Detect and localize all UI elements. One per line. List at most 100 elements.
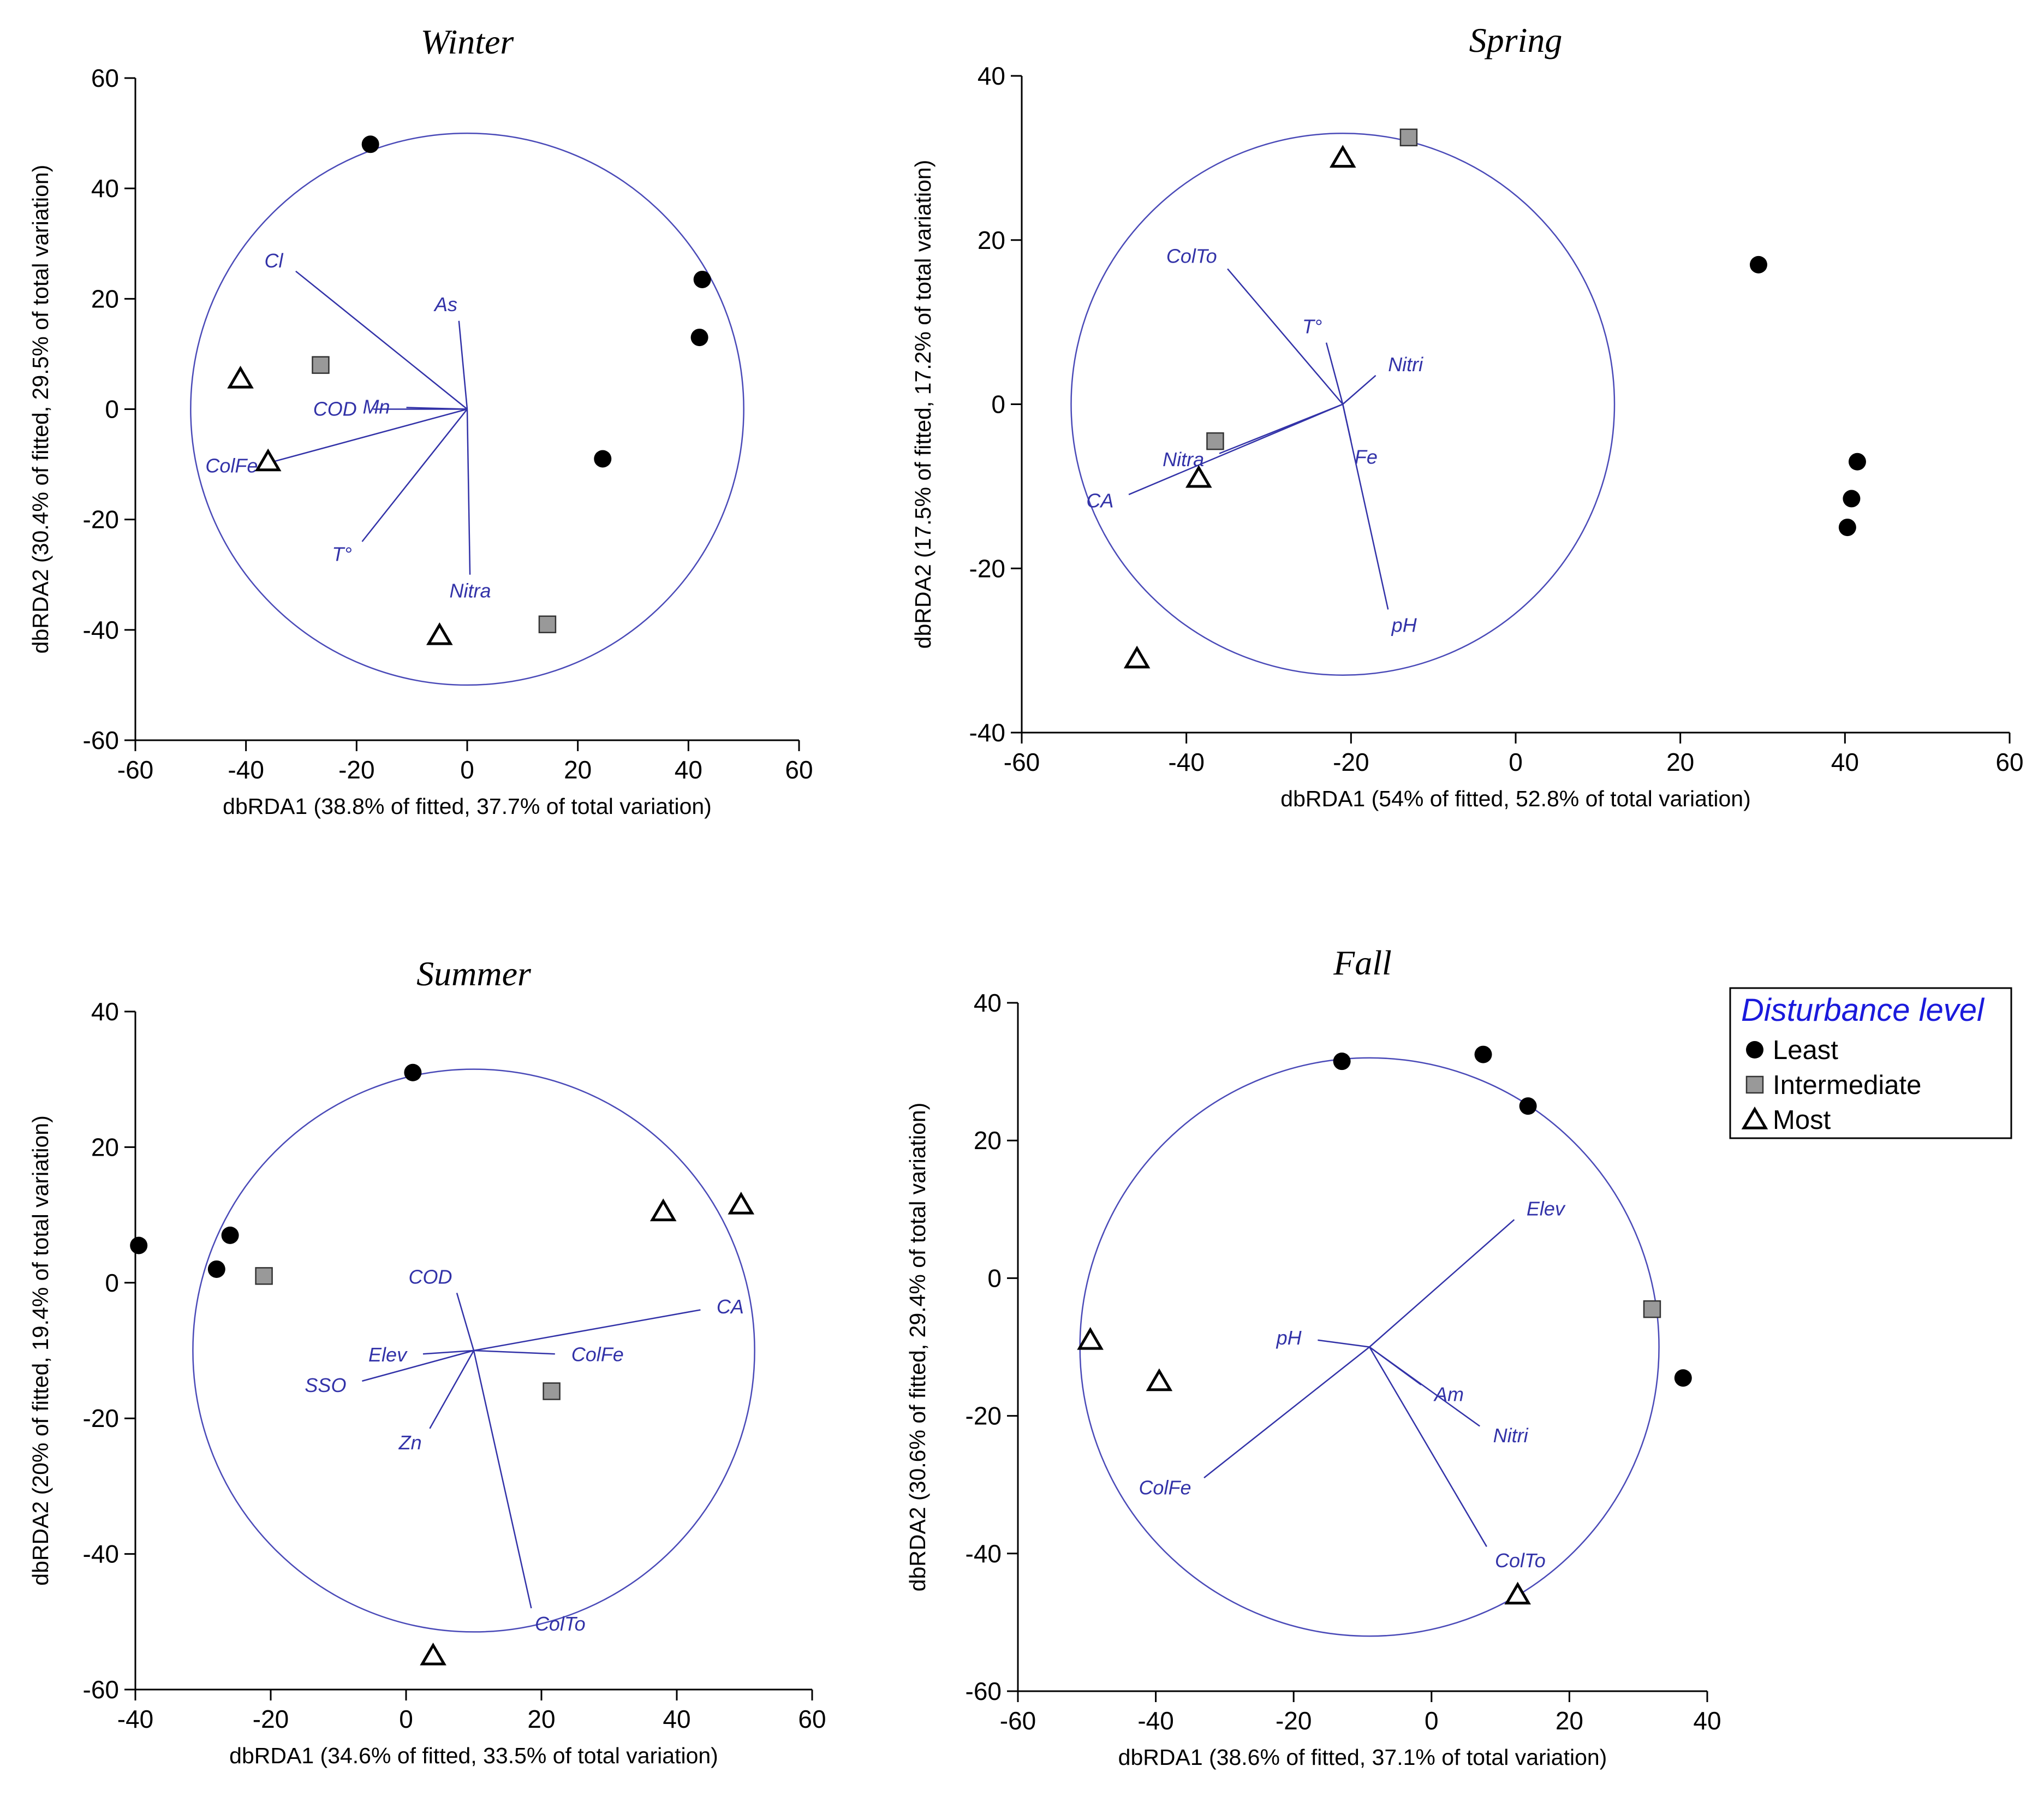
fall-y-axis-label: dbRDA2 (30.6% of fitted, 29.4% of total … [905, 1103, 930, 1592]
winter-x-tick-label: -20 [338, 756, 374, 784]
fall-vector-label-colto: ColTo [1495, 1549, 1546, 1572]
summer-y-tick-label: -20 [83, 1404, 119, 1432]
fall-vector-elev [1369, 1219, 1515, 1348]
summer-vector-label-colto: ColTo [535, 1613, 586, 1635]
winter-y-tick-label: 0 [105, 395, 119, 424]
spring-vector-ph [1342, 404, 1389, 610]
fall-vector-ph [1318, 1339, 1370, 1348]
winter-y-tick-label: 20 [91, 284, 119, 313]
summer-point-least [404, 1063, 422, 1081]
summer-y-axis-label: dbRDA2 (20% of fitted, 19.4% of total va… [28, 1115, 53, 1585]
winter-point-most [426, 622, 453, 645]
winter-vector-cl [295, 270, 468, 410]
summer-point-intermediate [543, 1382, 561, 1400]
spring-x-tick-label: 0 [1509, 748, 1523, 776]
winter-vector-t [361, 408, 468, 542]
winter-panel: Winter -60 -40 -20 0 20 40 60 -60 -40 -20 0 20 40 60 db… [28, 22, 813, 819]
spring-title: Spring [1469, 21, 1563, 60]
legend-marker-most [1741, 1107, 1768, 1129]
fall-x-tick-label: -40 [1137, 1706, 1173, 1735]
spring-point-most [1329, 145, 1356, 168]
winter-y-tick-label: -20 [83, 506, 119, 534]
fall-y-tick-label: 40 [974, 989, 1002, 1017]
fall-title: Fall [1333, 943, 1392, 982]
spring-point-most [1123, 645, 1151, 669]
winter-y-tick-label: -40 [83, 616, 119, 644]
summer-vector-elev [422, 1349, 474, 1355]
winter-x-tick-label: -40 [228, 756, 264, 784]
fall-vector-label-nitri: Nitri [1493, 1424, 1529, 1447]
summer-correlation-circle [192, 1068, 755, 1633]
winter-vector-label-t: T° [332, 543, 351, 566]
summer-vector-colto [473, 1350, 532, 1609]
spring-point-intermediate [1206, 432, 1224, 450]
spring-y-axis-label: dbRDA2 (17.5% of fitted, 17.2% of total … [910, 160, 935, 649]
spring-vector-nitri [1342, 374, 1376, 405]
winter-point-least [693, 270, 711, 288]
summer-point-most [649, 1198, 677, 1222]
fall-x-axis-label: dbRDA1 (38.6% of fitted, 37.1% of total … [1118, 1745, 1607, 1770]
winter-point-least [594, 450, 612, 468]
fall-x-tick-label: -20 [1276, 1706, 1312, 1735]
spring-point-intermediate [1399, 128, 1418, 147]
summer-y-tick-label: -40 [83, 1540, 119, 1568]
summer-point-least [221, 1226, 239, 1244]
winter-vector-nitra [466, 409, 471, 575]
winter-point-intermediate [312, 356, 330, 374]
spring-point-least [1843, 490, 1861, 508]
legend-marker-intermediate [1745, 1075, 1764, 1094]
spring-y-tick-label: -20 [969, 554, 1005, 582]
spring-x-tick-label: 20 [1666, 748, 1694, 776]
summer-x-tick-label: 0 [399, 1705, 413, 1733]
summer-vector-zn [429, 1350, 475, 1429]
winter-y-tick-label: -60 [83, 726, 119, 754]
winter-x-tick-label: 60 [785, 756, 813, 784]
winter-vector-colfe [273, 408, 468, 462]
winter-point-least [361, 135, 379, 153]
fall-y-tick-label: -40 [966, 1539, 1002, 1568]
winter-correlation-circle [190, 132, 744, 686]
summer-point-least [130, 1236, 148, 1254]
winter-point-intermediate [538, 615, 557, 633]
winter-vector-label-mn: Mn [363, 396, 390, 418]
fall-point-intermediate [1643, 1300, 1661, 1318]
winter-y-axis-label: dbRDA2 (30.4% of fitted, 29.5% of total … [28, 165, 53, 654]
legend-label-intermediate: Intermediate [1773, 1071, 1921, 1100]
winter-vector-label-cl: Cl [264, 249, 283, 272]
summer-x-tick-label: 60 [798, 1705, 826, 1733]
summer-panel: Summer-40 -20 0 20 40 60-60-40-2002040dbRDA1 … [28, 954, 826, 1768]
spring-x-tick-label: -40 [1168, 748, 1204, 776]
spring-point-least [1848, 453, 1866, 471]
spring-vector-label-colto: ColTo [1166, 245, 1217, 267]
winter-y-tick-label: 60 [91, 64, 119, 92]
panels-group: Winter-60 -40 -20 0 20 40 60-60-40-200204060db… [28, 21, 2024, 1770]
spring-y-tick-label: 40 [978, 62, 1005, 90]
winter-x-tick-label: 0 [460, 756, 474, 784]
winter-vector-label-nitra: Nitra [450, 580, 491, 602]
summer-vector-cod [456, 1293, 475, 1351]
spring-vector-label-ph: pH [1391, 614, 1417, 637]
summer-x-tick-label: -20 [253, 1705, 289, 1733]
spring-vector-label-t: T° [1302, 316, 1322, 338]
spring-x-tick-label: -20 [1333, 748, 1369, 776]
spring-x-tick-label: 40 [1831, 748, 1859, 776]
spring-y-tick-label: 0 [991, 390, 1005, 419]
summer-point-intermediate [255, 1267, 273, 1285]
fall-vector-label-am: Am [1433, 1383, 1464, 1406]
fall-vector-label-elev: Elev [1527, 1197, 1566, 1220]
legend-box [1729, 987, 2012, 1139]
winter-vector-label-colfe: ColFe [205, 454, 258, 477]
winter-vector-label-cod: COD [313, 398, 357, 420]
fall-point-most [1077, 1327, 1104, 1350]
summer-point-most [420, 1642, 446, 1666]
summer-y-tick-label: 0 [105, 1269, 119, 1297]
fall-point-most [1504, 1581, 1531, 1605]
winter-vector-as [458, 320, 468, 409]
summer-x-tick-label: 40 [663, 1705, 690, 1733]
summer-x-tick-label: 20 [527, 1705, 555, 1733]
fall-point-least [1519, 1097, 1537, 1115]
fall-point-least [1474, 1045, 1492, 1063]
summer-y-tick-label: 20 [91, 1133, 119, 1161]
spring-vector-label-fe: Fe [1355, 445, 1378, 468]
